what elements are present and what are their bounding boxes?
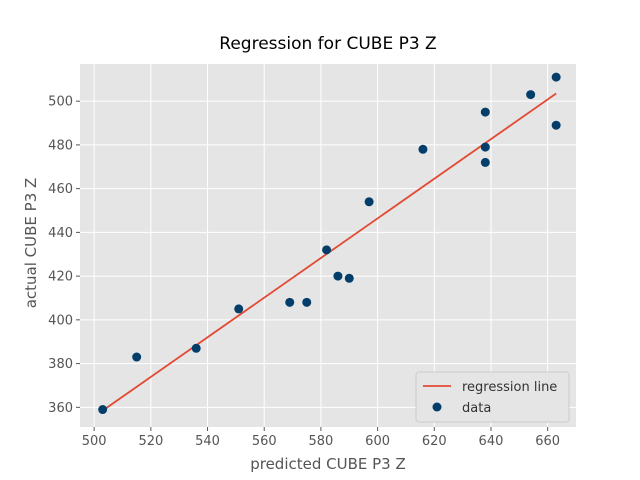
x-tick-label: 660 [535, 434, 560, 449]
legend-dot-swatch [432, 402, 442, 412]
y-axis-label: actual CUBE P3 Z [22, 178, 40, 309]
x-tick-label: 580 [309, 434, 334, 449]
x-tick-label: 600 [365, 434, 390, 449]
data-point [551, 72, 561, 82]
plot-area [80, 64, 576, 427]
legend: regression line data [415, 371, 570, 423]
data-point [302, 297, 312, 307]
data-point [526, 90, 536, 100]
data-point [480, 142, 490, 152]
x-axis-ticks: 500 520 540 560 580 600 620 640 660 [82, 427, 560, 449]
x-tick-label: 500 [82, 434, 107, 449]
data-point [480, 107, 490, 117]
x-tick-label: 620 [422, 434, 447, 449]
data-point [418, 144, 428, 154]
legend-box [415, 371, 570, 423]
grid-lines [80, 64, 576, 427]
x-tick-label: 640 [479, 434, 504, 449]
chart-title: Regression for CUBE P3 Z [219, 34, 436, 54]
data-point [322, 245, 332, 255]
data-point [333, 271, 343, 281]
y-tick-label: 400 [48, 313, 73, 328]
y-tick-label: 380 [48, 357, 73, 372]
x-tick-label: 520 [138, 434, 163, 449]
data-point [551, 120, 561, 130]
y-tick-label: 460 [48, 182, 73, 197]
data-point [132, 352, 142, 362]
data-point [285, 297, 295, 307]
y-axis-ticks: 360 380 400 420 440 460 480 500 [48, 95, 80, 416]
x-tick-label: 540 [195, 434, 220, 449]
data-point [344, 273, 354, 283]
x-tick-label: 560 [252, 434, 277, 449]
data-point [364, 197, 374, 207]
data-point [234, 304, 244, 314]
data-point [98, 405, 108, 415]
data-point [191, 343, 201, 353]
y-tick-label: 440 [48, 226, 73, 241]
legend-label-data: data [462, 401, 491, 416]
y-tick-label: 480 [48, 138, 73, 153]
y-tick-label: 360 [48, 401, 73, 416]
x-axis-label: predicted CUBE P3 Z [250, 455, 406, 473]
series-layer [98, 72, 561, 415]
legend-label-regression-line: regression line [462, 380, 557, 395]
y-tick-label: 420 [48, 270, 73, 285]
y-tick-label: 500 [48, 95, 73, 110]
data-point [480, 157, 490, 167]
